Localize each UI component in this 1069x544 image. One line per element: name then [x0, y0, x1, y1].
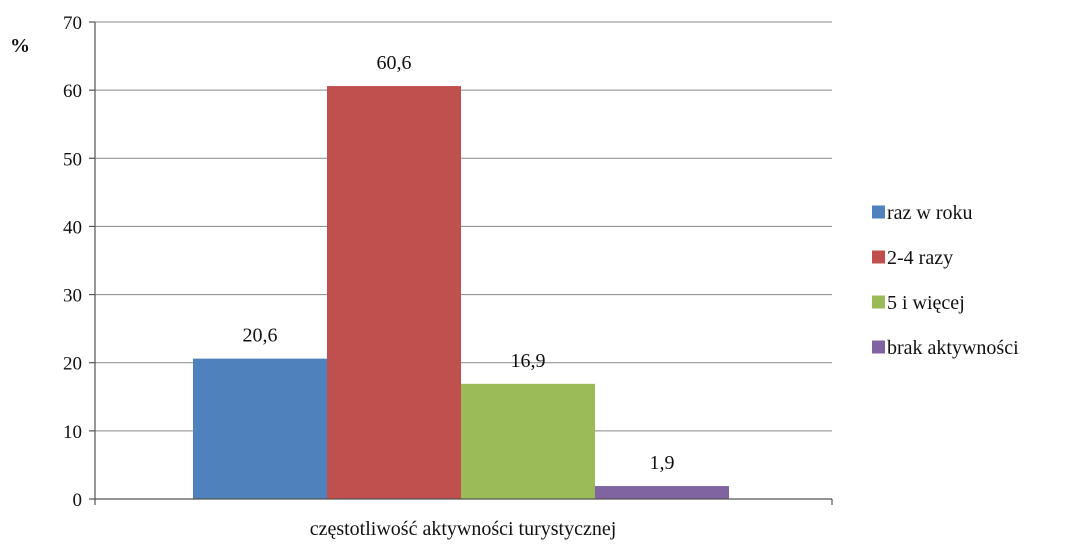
- y-axis-ticks: 0 10 20 30 40 50 60 70: [63, 13, 95, 511]
- y-tick-label: 0: [73, 490, 83, 511]
- y-tick-label: 20: [63, 354, 82, 375]
- y-axis-label: %: [10, 35, 30, 57]
- legend-swatch: [872, 340, 885, 354]
- y-tick-label: 60: [63, 81, 82, 102]
- x-axis-label: częstotliwość aktywności turystycznej: [310, 518, 617, 540]
- y-tick-label: 30: [63, 286, 82, 307]
- legend-entry: raz w roku: [887, 202, 973, 224]
- legend-entry: brak aktywności: [887, 337, 1019, 359]
- data-labels: 20,6 60,6 16,9 1,9: [243, 52, 675, 474]
- y-tick-label: 50: [63, 149, 82, 170]
- bar: [193, 358, 327, 499]
- legend: raz w roku 2-4 razy 5 i więcej brak aktywno…: [872, 202, 1019, 359]
- y-tick-label: 70: [63, 13, 82, 34]
- bars: [193, 86, 729, 499]
- data-label: 1,9: [650, 452, 675, 474]
- data-label: 20,6: [243, 325, 278, 347]
- bar: [327, 86, 461, 499]
- y-tick-label: 40: [63, 217, 82, 238]
- legend-entry: 5 i więcej: [887, 292, 965, 314]
- bar: [595, 486, 729, 499]
- data-label: 60,6: [377, 52, 412, 74]
- data-label: 16,9: [511, 350, 546, 372]
- legend-entry: 2-4 razy: [887, 247, 953, 269]
- axes: [94, 22, 833, 505]
- legend-swatch: [872, 250, 885, 264]
- legend-swatch: [872, 295, 885, 309]
- y-tick-label: 10: [63, 422, 82, 443]
- bar: [461, 383, 595, 499]
- legend-swatch: [872, 205, 885, 219]
